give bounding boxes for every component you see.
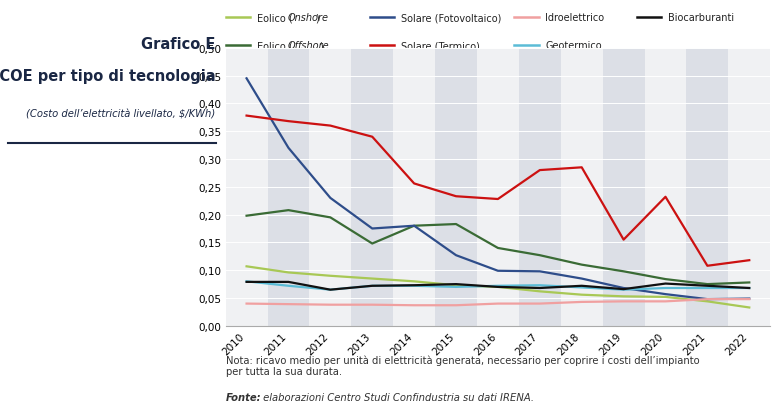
Text: (Costo dell’elettricità livellato, $/KWh): (Costo dell’elettricità livellato, $/KWh… [26,109,216,119]
Text: Eolico (: Eolico ( [257,41,293,51]
Text: Onshore: Onshore [288,13,329,23]
Text: ): ) [320,41,323,51]
Bar [268,49,310,326]
Text: Eolico (: Eolico ( [257,13,293,23]
Bar [603,49,644,326]
Text: ): ) [316,13,319,23]
Text: Nota: ricavo medio per unità di elettricità generata, necessario per coprire i c: Nota: ricavo medio per unità di elettric… [226,354,699,376]
Bar [519,49,561,326]
Text: Biocarburanti: Biocarburanti [668,13,734,23]
Bar [352,49,393,326]
Text: Geotermico: Geotermico [545,41,602,51]
Bar [686,49,728,326]
Text: Idroelettrico: Idroelettrico [545,13,605,23]
Bar [435,49,477,326]
Text: Solare (Fotovoltaico): Solare (Fotovoltaico) [401,13,501,23]
Text: elaborazioni Centro Studi Confindustria su dati IRENA.: elaborazioni Centro Studi Confindustria … [260,392,534,402]
Text: Fonte:: Fonte: [226,392,261,402]
Text: Solare (Termico): Solare (Termico) [401,41,480,51]
Text: Offshore: Offshore [288,41,330,51]
Text: LCOE per tipo di tecnologia: LCOE per tipo di tecnologia [0,69,216,84]
Text: Grafico E: Grafico E [141,36,216,51]
